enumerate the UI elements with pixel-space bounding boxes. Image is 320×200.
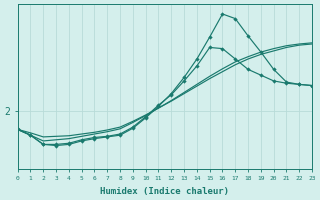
X-axis label: Humidex (Indice chaleur): Humidex (Indice chaleur) xyxy=(100,187,229,196)
